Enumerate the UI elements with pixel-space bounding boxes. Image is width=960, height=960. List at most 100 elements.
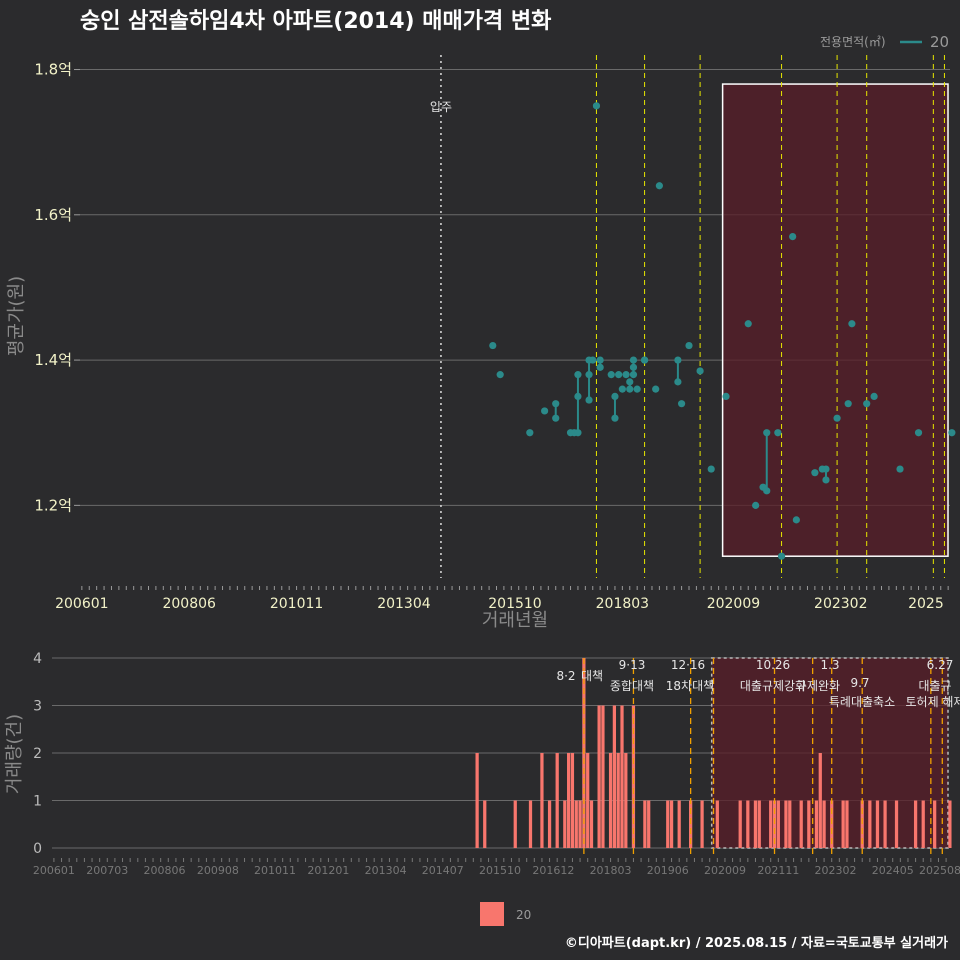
y2-tick-label: 1 <box>33 794 42 810</box>
price-point <box>833 414 841 422</box>
x2-tick-label: 202111 <box>757 864 799 877</box>
legend-title: 전용면적(㎡) <box>820 35 886 49</box>
price-point <box>629 356 638 364</box>
x2-tick-label: 202405 <box>872 864 914 877</box>
policy-label: 대출규 <box>918 679 951 693</box>
volume-bar <box>822 800 826 848</box>
policy-date-label: 9·13 <box>619 658 646 672</box>
policy-date-label: 6.27 <box>927 658 954 672</box>
volume-bar <box>788 800 792 848</box>
x2-tick-label: 201011 <box>254 864 296 877</box>
volume-bar <box>894 800 899 848</box>
volume-bar <box>643 800 647 848</box>
price-point <box>652 385 660 393</box>
x2-tick-label: 202508 <box>919 864 960 877</box>
x2-tick-label: 201510 <box>479 864 521 877</box>
price-point <box>589 356 597 364</box>
legend: 전용면적(㎡) 20 <box>820 33 949 51</box>
price-point <box>629 371 638 379</box>
y-tick-label: 1.8억 <box>34 61 72 79</box>
x2-tick-label: 200703 <box>86 864 128 877</box>
price-point <box>744 320 752 328</box>
price-point <box>585 396 593 404</box>
x2-tick-label: 200908 <box>197 864 239 877</box>
volume-bar <box>586 753 590 848</box>
volume-bar <box>799 800 803 848</box>
volume-bar <box>921 800 925 848</box>
volume-bar <box>547 800 552 848</box>
policy-date-label: 9.7 <box>850 676 869 690</box>
x-axis-title: 거래년월 <box>482 610 548 631</box>
legend-item: 20 <box>930 33 949 51</box>
price-point <box>844 400 852 408</box>
volume-bar <box>483 800 487 848</box>
price-point <box>777 552 786 560</box>
volume-bar <box>597 705 601 848</box>
bottom-legend-item: 20 <box>516 908 531 922</box>
price-point <box>792 516 800 524</box>
volume-bar <box>555 753 559 848</box>
volume-bar <box>616 753 620 848</box>
move-in-label: 입주 <box>430 100 452 114</box>
x-tick-label: 200806 <box>162 596 216 612</box>
policy-label: 규제완화 <box>796 679 840 693</box>
x-tick-label: 201510 <box>488 596 541 612</box>
price-point <box>552 414 560 422</box>
price-point <box>541 407 549 415</box>
policy-date-label: 12·16 <box>671 658 705 672</box>
volume-bar <box>769 800 773 848</box>
volume-bar <box>868 800 872 848</box>
y2-tick-label: 0 <box>33 841 42 857</box>
policy-label: 대책 <box>581 668 603 683</box>
y2-tick-label: 3 <box>33 699 42 715</box>
price-point <box>596 356 604 364</box>
price-point <box>685 341 693 350</box>
x2-tick-label: 202302 <box>815 864 857 877</box>
price-point <box>574 429 582 437</box>
volume-bar <box>753 800 758 848</box>
policy-label: 특례대출축소 <box>829 695 895 709</box>
price-point <box>948 429 956 437</box>
price-point <box>722 392 730 401</box>
x-tick-label: 202302 <box>814 596 867 612</box>
volume-bar <box>570 753 575 848</box>
x-tick-label: 201011 <box>270 596 323 612</box>
x-tick-label: 201803 <box>596 596 649 612</box>
price-point <box>622 371 630 379</box>
price-point <box>626 378 634 386</box>
x2-tick-label: 201201 <box>307 864 349 877</box>
price-point <box>763 429 771 437</box>
price-point <box>574 392 582 401</box>
price-point <box>848 320 856 328</box>
price-point <box>640 356 649 364</box>
policy-date-label: 10.26 <box>756 658 790 672</box>
volume-bar <box>715 800 719 848</box>
volume-bar <box>631 705 636 848</box>
policy-label: 대출규제강화 <box>740 679 806 693</box>
volume-bar <box>540 753 544 848</box>
volume-bar <box>913 800 918 848</box>
volume-bar <box>601 705 605 848</box>
price-point <box>585 371 593 379</box>
policy-date-label: 8·2 <box>556 669 575 683</box>
volume-bar <box>700 800 704 848</box>
x2-tick-label: 201612 <box>532 864 574 877</box>
x-tick-label: 202009 <box>707 596 760 612</box>
volume-bar <box>807 800 811 848</box>
volume-bar <box>784 800 788 848</box>
price-point <box>822 465 830 473</box>
price-point <box>696 367 704 375</box>
y2-tick-label: 4 <box>33 651 42 667</box>
volume-bar <box>589 800 594 848</box>
price-point <box>618 385 626 393</box>
x2-tick-label: 201803 <box>590 864 632 877</box>
x-tick-label: 2025 <box>908 596 944 612</box>
volume-bar <box>933 800 937 848</box>
volume-bar <box>860 800 864 848</box>
volume-bar <box>567 753 571 848</box>
policy-date-label: 1.3 <box>820 658 839 672</box>
price-point <box>611 414 619 422</box>
price-point <box>870 392 878 401</box>
price-point <box>596 363 604 371</box>
